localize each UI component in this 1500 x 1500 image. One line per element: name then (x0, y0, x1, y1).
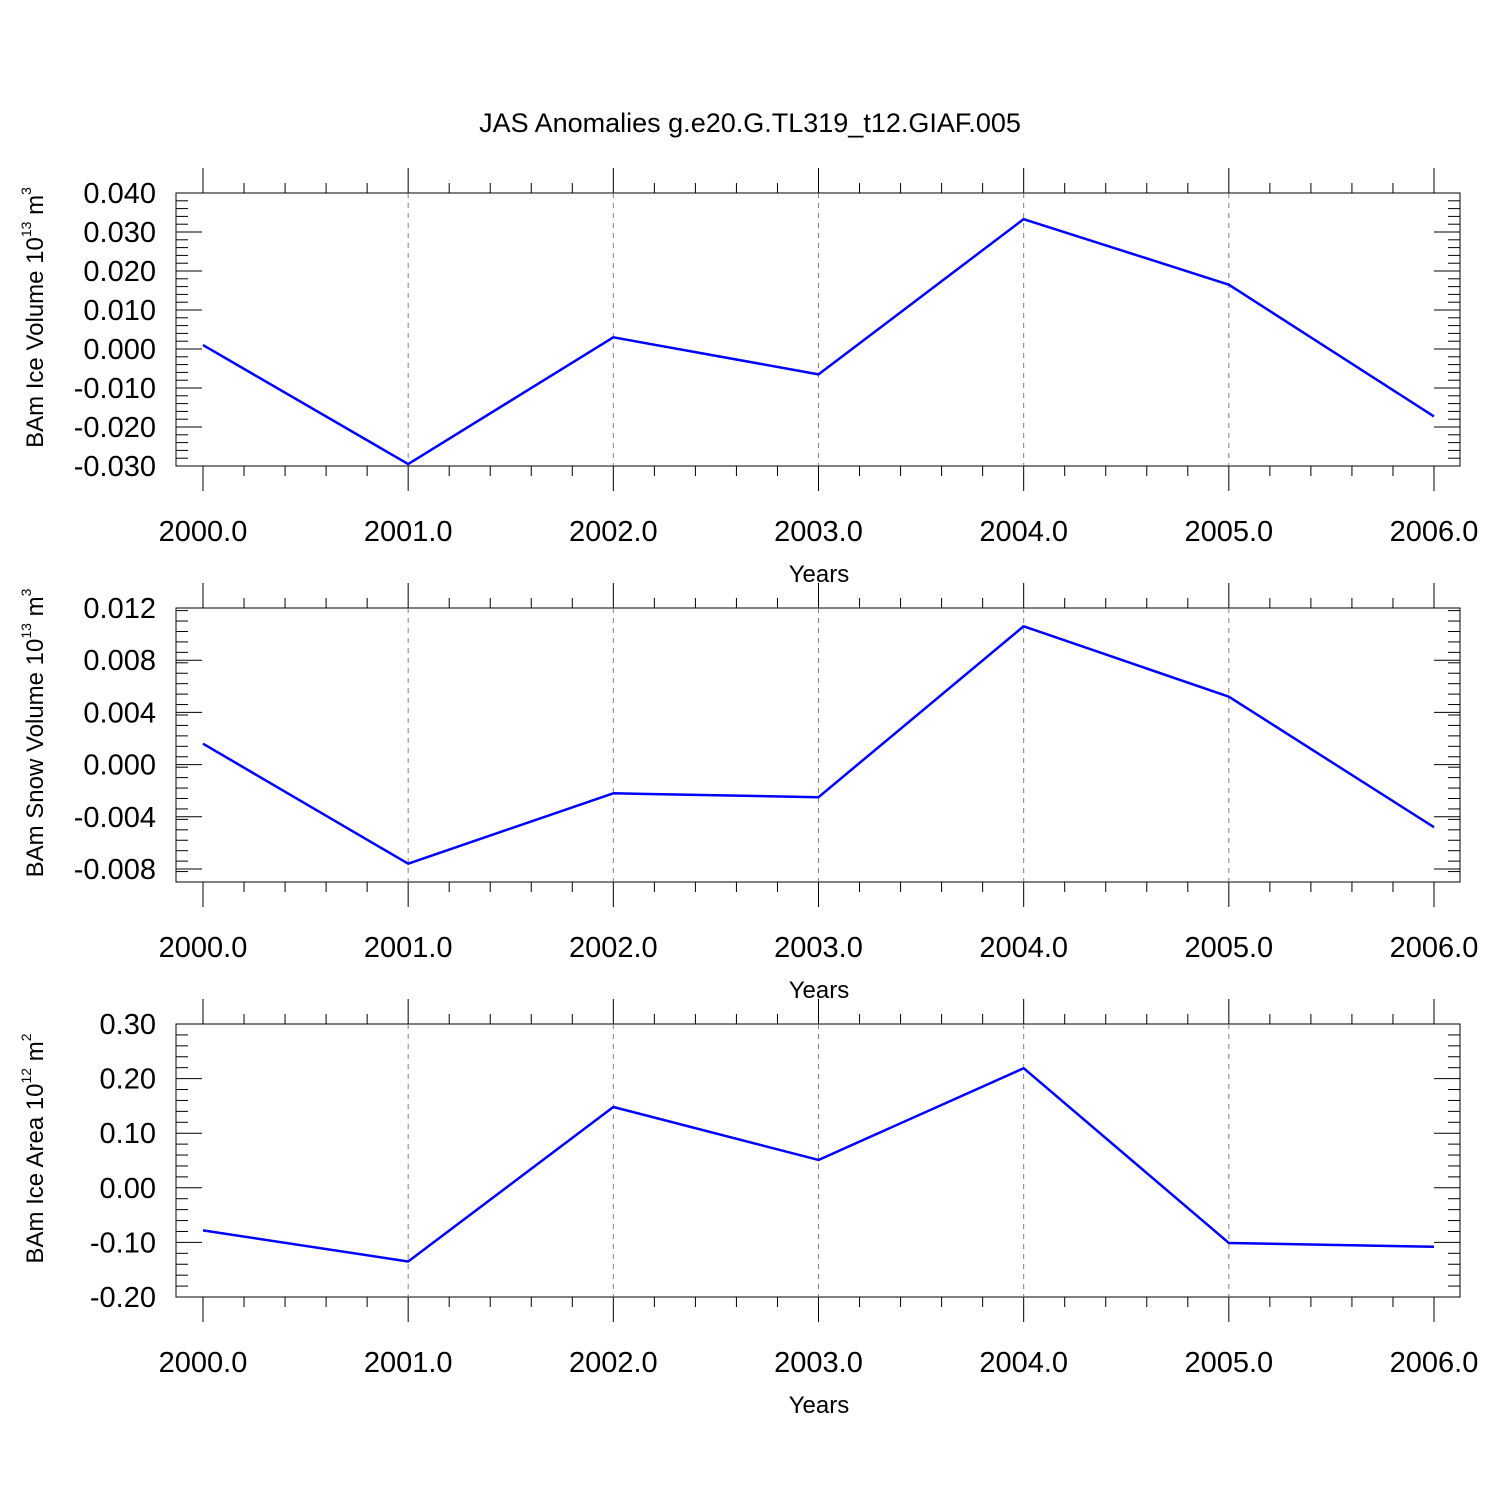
y-tick-label: 0.30 (100, 1009, 156, 1041)
y-tick-label: -0.008 (74, 854, 156, 886)
x-tick-label: 2001.0 (364, 516, 453, 548)
y-tick-label: -0.004 (74, 802, 156, 834)
x-tick-label: 2005.0 (1184, 516, 1273, 548)
y-tick-label: -0.010 (74, 373, 156, 405)
x-tick-label: 2004.0 (979, 516, 1068, 548)
y-tick-label: 0.000 (83, 334, 156, 366)
chart-title: JAS Anomalies g.e20.G.TL319_t12.GIAF.005 (479, 108, 1021, 138)
y-tick-label: 0.10 (100, 1118, 156, 1150)
x-tick-label: 2004.0 (979, 1347, 1068, 1379)
x-axis-title: Years (789, 1392, 850, 1419)
x-tick-label: 2001.0 (364, 932, 453, 964)
y-axis-title: BAm Ice Area 1012 m2 (18, 1033, 49, 1263)
y-tick-label: 0.00 (100, 1173, 156, 1205)
x-tick-label: 2001.0 (364, 1347, 453, 1379)
y-axis-title: BAm Snow Volume 1013 m3 (18, 588, 49, 877)
x-tick-label: 2005.0 (1184, 932, 1273, 964)
y-tick-label: 0.000 (83, 750, 156, 782)
x-tick-label: 2006.0 (1390, 516, 1479, 548)
x-tick-label: 2004.0 (979, 932, 1068, 964)
chart-panel-1: 2000.0 2001.0 2002.0 2003.0 2004.0 2005.0 2006… (18, 168, 1478, 588)
x-tick-label: 2002.0 (569, 516, 658, 548)
x-tick-label: 2006.0 (1390, 1347, 1479, 1379)
x-tick-label: 2003.0 (774, 516, 863, 548)
x-tick-label: 2005.0 (1184, 1347, 1273, 1379)
y-tick-label: 0.040 (83, 178, 156, 210)
x-tick-label: 2003.0 (774, 1347, 863, 1379)
chart-panel-3: 2000.0 2001.0 2002.0 2003.0 2004.0 2005.0 2006… (18, 999, 1478, 1419)
y-tick-label: 0.030 (83, 217, 156, 249)
x-tick-label: 2003.0 (774, 932, 863, 964)
x-tick-label: 2002.0 (569, 1347, 658, 1379)
y-tick-label: 0.010 (83, 295, 156, 327)
y-tick-label: -0.20 (90, 1282, 156, 1314)
chart-panel-2: 2000.0 2001.0 2002.0 2003.0 2004.0 2005.0 2006… (18, 583, 1478, 1004)
y-tick-label: 0.004 (83, 697, 156, 729)
y-tick-label: 0.20 (100, 1064, 156, 1096)
y-tick-label: 0.008 (83, 645, 156, 677)
y-tick-label: 0.012 (83, 593, 156, 625)
x-tick-label: 2002.0 (569, 932, 658, 964)
y-tick-label: -0.030 (74, 451, 156, 483)
y-axis-title: BAm Ice Volume 1013 m3 (18, 187, 49, 448)
y-tick-label: -0.10 (90, 1227, 156, 1259)
x-tick-label: 2000.0 (159, 1347, 248, 1379)
y-tick-label: -0.020 (74, 412, 156, 444)
x-tick-label: 2006.0 (1390, 932, 1479, 964)
x-tick-label: 2000.0 (159, 932, 248, 964)
x-tick-label: 2000.0 (159, 516, 248, 548)
y-tick-label: 0.020 (83, 256, 156, 288)
